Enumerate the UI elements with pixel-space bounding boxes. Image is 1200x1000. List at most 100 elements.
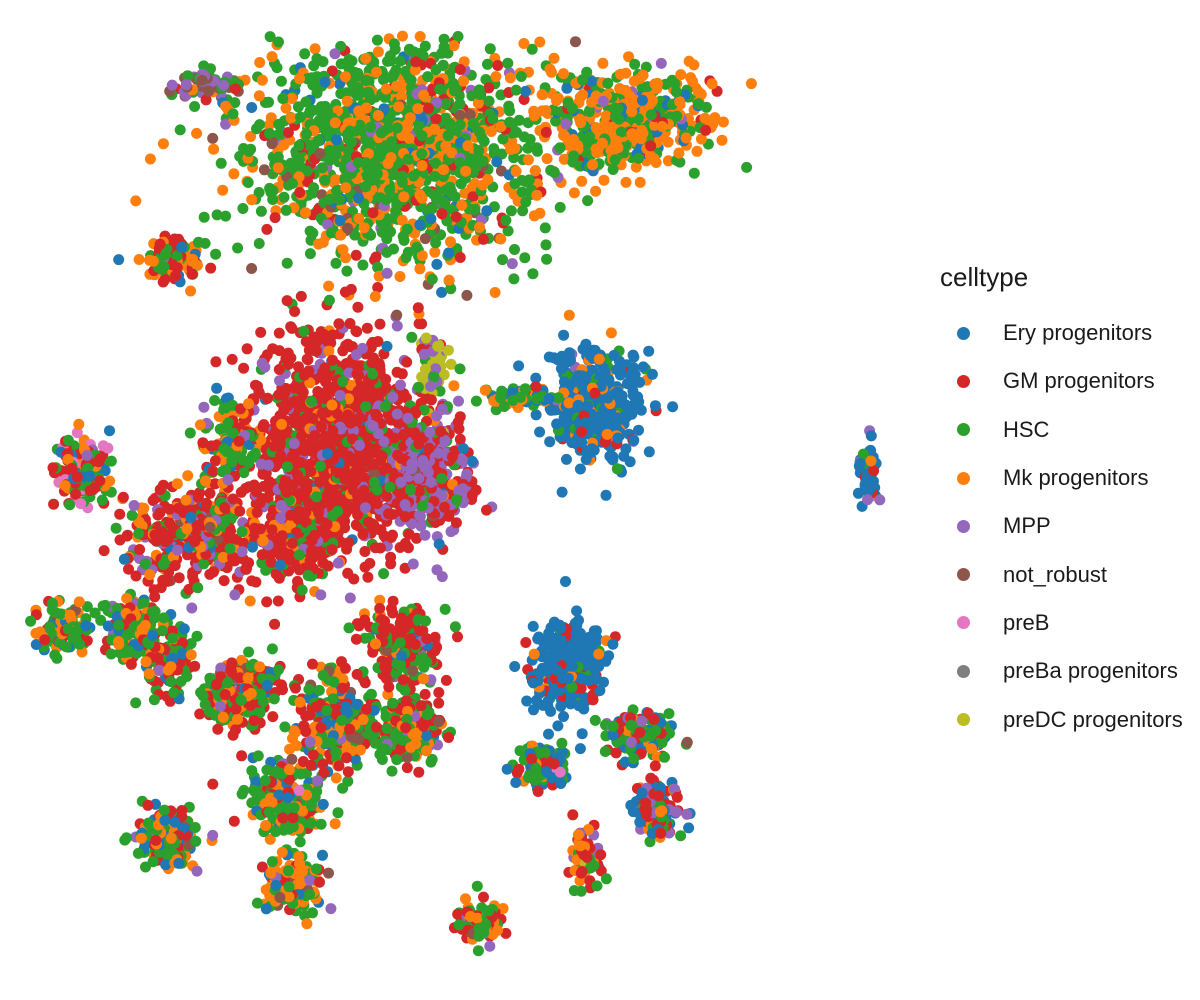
cell-point [643,446,655,458]
cell-point [491,156,503,168]
cell-point [374,318,386,330]
cell-point [301,918,313,930]
cell-point [619,756,631,768]
cell-point [294,836,306,848]
cell-point [371,34,383,46]
cell-point [401,356,413,368]
cell-point [405,74,417,86]
cell-point [207,132,219,144]
cell-point [323,294,335,306]
cell-point [252,750,264,762]
cell-point [352,301,364,313]
cell-point [374,594,386,606]
cell-point [492,60,504,71]
cell-point [628,351,640,363]
cell-point [461,289,473,301]
cell-point [70,488,82,500]
cell-point [550,115,562,127]
cell-point [315,661,327,673]
cell-point [552,720,564,732]
cell-point [350,249,362,261]
cell-point [260,903,272,915]
cell-point [526,43,538,55]
cell-point [472,945,484,957]
cell-point [484,43,496,55]
cell-point [419,529,431,541]
cell-point [544,436,556,448]
cell-point [414,31,426,42]
cell-point [663,708,675,720]
cell-point [157,138,169,150]
cell-point [351,326,363,338]
cell-point [192,582,204,594]
cell-point [278,191,290,203]
cell-point [396,91,407,103]
cell-point [484,940,496,952]
cell-point [313,114,325,126]
cell-point [634,176,646,188]
cell-point [113,254,125,266]
cell-point [442,344,454,356]
cell-point [454,64,466,75]
cell-point [413,766,425,778]
cell-point [205,262,217,274]
cell-point [256,357,268,369]
cell-point [228,168,240,180]
cell-point [582,195,594,207]
cell-point [209,395,221,406]
cell-point [406,331,418,343]
cell-point [449,621,461,633]
cell-point [620,176,632,188]
cell-point [558,329,570,341]
cell-point [416,318,428,330]
cell-point [251,123,262,135]
cell-point [445,358,457,370]
cell-point [534,426,546,438]
cell-point [309,43,321,55]
cell-point [256,861,268,873]
cell-point [301,353,313,365]
cell-point [521,695,533,707]
cell-point [440,674,452,686]
cell-point [452,631,463,643]
cell-point [445,283,457,295]
cell-point [568,187,580,199]
cell-point [508,273,520,285]
cell-point [466,455,478,467]
cell-point [570,36,581,48]
cell-point [662,155,674,167]
cell-point [218,575,230,587]
cell-point [595,849,607,861]
cell-point [281,257,293,269]
cell-point [583,824,594,835]
cell-point [231,533,243,545]
cell-point [674,156,686,168]
cell-point [522,154,534,166]
cell-point [217,184,229,196]
cell-point [436,286,448,298]
cell-point [433,687,445,698]
cell-point [419,688,431,700]
cell-point [391,320,403,332]
cell-point [630,161,642,173]
cell-point [104,425,115,437]
cell-point [571,605,583,617]
cell-point [157,574,169,586]
cell-point [567,809,579,821]
cell-point [198,211,210,223]
cell-point [573,700,585,712]
cell-point [164,517,176,529]
cell-point [194,708,206,720]
cell-point [64,499,76,511]
cell-point [184,427,196,439]
cell-point [502,225,514,237]
cell-point [227,729,239,741]
cell-point [236,750,248,762]
cell-point [261,596,273,608]
cell-point [330,174,342,186]
cell-point [220,210,232,222]
cell-point [414,263,426,275]
cell-point [280,204,292,216]
cell-point [255,326,267,338]
cell-point [741,161,753,173]
